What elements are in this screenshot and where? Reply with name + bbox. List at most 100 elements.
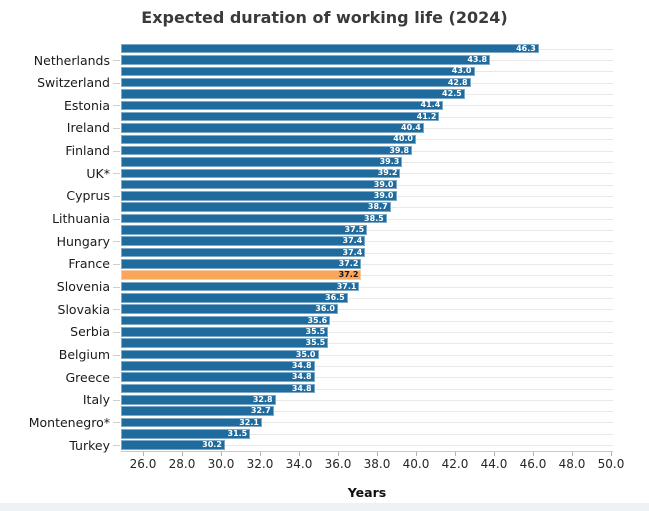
bar-row: 34.8	[121, 360, 613, 371]
country-label: Italy	[82, 392, 110, 408]
x-tick-mark	[221, 452, 222, 456]
bar-value-label: 41.4	[420, 100, 441, 110]
bar: 36.5	[121, 293, 348, 303]
y-tick-mark	[113, 331, 120, 333]
bar: 41.2	[121, 111, 440, 122]
bar-value-label: 40.4	[401, 122, 421, 132]
row-gridline	[121, 343, 613, 345]
x-tick-label: 30.0	[207, 457, 235, 471]
y-tick-mark	[113, 422, 120, 424]
x-tick-label: 36.0	[324, 457, 352, 471]
x-tick-mark	[611, 452, 612, 456]
bar-row: Serbia 35.5	[70, 324, 613, 339]
x-tick-mark	[494, 452, 495, 456]
x-axis-title: Years	[347, 485, 387, 500]
bar: 40.0	[121, 134, 416, 145]
bar: 32.8	[121, 395, 276, 405]
row-gridline	[121, 320, 613, 322]
bar-row: 41.2	[121, 111, 613, 122]
x-tick-mark	[143, 452, 144, 456]
bar: 39.0	[121, 191, 397, 201]
row-gridline	[121, 286, 613, 288]
bar-row: Lithuania 38.5	[52, 211, 613, 226]
bar-value-label: 39.0	[373, 179, 394, 189]
x-tick-label: 38.0	[363, 457, 391, 471]
bar-value-label: 35.6	[307, 315, 328, 325]
bar-value-label: 35.5	[305, 338, 326, 348]
bar-rows: 46.3 Netherlands 43.8 43.0 Switzerland 42.8 42…	[29, 43, 613, 453]
country-label: Serbia	[70, 324, 110, 340]
x-tick-mark	[299, 452, 300, 456]
bar: 35.5	[121, 338, 329, 349]
bar: 39.3	[121, 157, 403, 167]
bar-row: 39.3	[121, 156, 613, 167]
bar-row: 37.2	[121, 270, 613, 281]
row-gridline	[121, 365, 613, 367]
bar: 38.7	[121, 202, 391, 213]
bar-row: Hungary 37.4	[57, 234, 613, 249]
x-tick-label: 42.0	[441, 457, 469, 471]
bar-row: Italy 32.8	[83, 392, 613, 407]
footer-strip	[0, 503, 649, 511]
bar-row: 35.5	[121, 338, 613, 349]
chart-title: Expected duration of working life (2024)	[141, 8, 508, 27]
y-tick-mark	[113, 59, 120, 61]
country-label: Greece	[65, 369, 111, 385]
country-label: Turkey	[69, 437, 110, 453]
country-label: Estonia	[63, 97, 110, 113]
bar-value-label: 36.0	[315, 304, 335, 314]
bar-row: Cyprus 39.0	[66, 188, 613, 203]
bar-row: Ireland 40.4	[67, 120, 613, 135]
country-label: Cyprus	[66, 188, 110, 204]
x-tick-label: 50.0	[597, 457, 625, 471]
bar-value-label: 37.5	[344, 224, 365, 234]
bar: 42.8	[121, 77, 471, 88]
bar-row: Netherlands 43.8	[34, 53, 613, 68]
bar-row: 37.4	[121, 247, 613, 258]
bar: 43.8	[121, 55, 491, 65]
bar: 43.0	[121, 66, 475, 77]
y-tick-mark	[113, 241, 120, 243]
bar-value-label: 32.8	[252, 394, 273, 404]
bar-value-label: 38.7	[367, 202, 388, 212]
x-tick-label: 32.0	[246, 457, 274, 471]
bar: 37.5	[121, 224, 368, 235]
country-label: Montenegro*	[28, 415, 110, 430]
y-tick-mark	[113, 399, 120, 401]
bar-value-label: 39.0	[373, 190, 394, 200]
bar-value-label: 35.5	[305, 326, 326, 336]
bar-row: 42.5	[121, 88, 613, 99]
bar: 37.1	[121, 281, 360, 292]
y-tick-mark	[113, 445, 120, 447]
x-tick-label: 46.0	[519, 457, 547, 471]
bar-value-label: 37.2	[338, 258, 359, 268]
x-axis-line	[121, 451, 613, 452]
row-gridline	[121, 388, 613, 390]
bar-value-label: 39.8	[389, 145, 410, 155]
y-tick-mark	[113, 195, 120, 197]
bar: 34.8	[121, 361, 315, 371]
bar-value-label: 40.0	[393, 134, 413, 144]
bar-value-label: 37.4	[342, 236, 363, 246]
x-tick-label: 40.0	[402, 457, 430, 471]
bar-row: UK* 39.2	[86, 166, 613, 181]
bar-value-label: 41.2	[416, 111, 437, 121]
bar-value-label: 30.2	[202, 440, 222, 450]
bar-row: Slovenia 37.1	[57, 279, 613, 294]
bar-value-label: 43.8	[467, 55, 488, 65]
country-label: Ireland	[66, 120, 110, 136]
y-tick-mark	[113, 105, 120, 107]
x-tick-label: 28.0	[168, 457, 196, 471]
country-label: Slovenia	[56, 279, 110, 295]
bar: 36.0	[121, 304, 338, 315]
bar-row: Switzerland 42.8	[37, 75, 613, 90]
bar-row: 32.7	[121, 406, 613, 417]
bar: 30.2	[121, 440, 225, 450]
bar-row: Montenegro* 32.1	[29, 415, 613, 430]
row-gridline	[121, 309, 613, 311]
bar: 37.4	[121, 236, 366, 247]
bar-row: Belgium 35.0	[59, 347, 613, 362]
bar: 32.1	[121, 417, 262, 428]
x-tick-mark	[377, 452, 378, 456]
